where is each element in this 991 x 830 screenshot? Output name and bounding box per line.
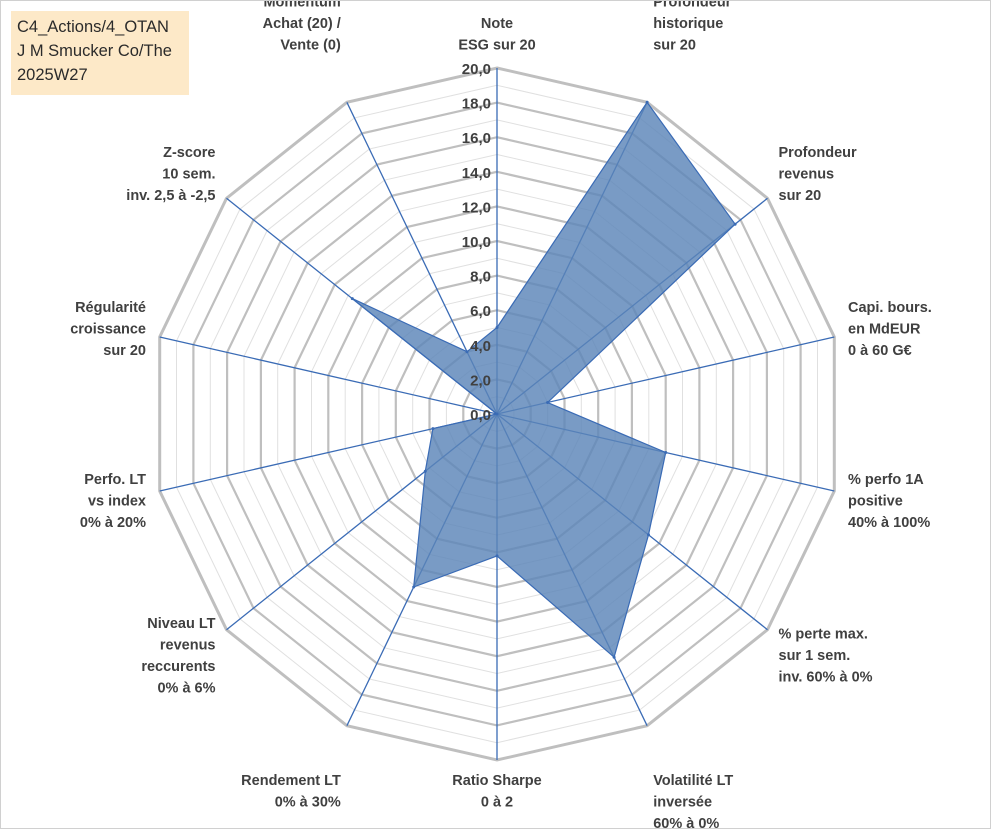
axis-label: Rendement LT 0% à 30% bbox=[241, 773, 341, 811]
data-point bbox=[664, 451, 668, 454]
data-point bbox=[495, 412, 499, 416]
data-point bbox=[423, 469, 427, 473]
axis-label: Niveau LT revenus reccurents 0% à 6% bbox=[141, 616, 215, 697]
data-point bbox=[431, 427, 435, 431]
axis-label: Momentum Achat (20) / Vente (0) bbox=[263, 1, 341, 54]
data-point bbox=[733, 222, 737, 226]
title-line-3: 2025W27 bbox=[17, 66, 88, 84]
axis-label: Régularité croissance sur 20 bbox=[70, 300, 146, 359]
chart-title-box: C4_Actions/4_OTAN J M Smucker Co/The 202… bbox=[11, 11, 189, 95]
r-tick-label: 16,0 bbox=[462, 130, 491, 147]
r-tick-label: 6,0 bbox=[470, 303, 491, 320]
data-point bbox=[412, 585, 416, 589]
r-tick-label: 20,0 bbox=[462, 61, 491, 78]
axis-spoke bbox=[159, 336, 498, 415]
axis-label: Volatilité LT inversée 60% à 0% bbox=[653, 773, 733, 830]
axis-label: Capi. bours. en MdEUR 0 à 60 G€ bbox=[848, 300, 932, 359]
title-line-2: J M Smucker Co/The bbox=[17, 42, 172, 60]
axis-label: Note ESG sur 20 bbox=[458, 16, 535, 54]
axis-label: Profondeur historique sur 20 bbox=[653, 1, 731, 54]
r-tick-label: 14,0 bbox=[462, 165, 491, 182]
r-tick-label: 0,0 bbox=[470, 407, 491, 424]
data-point bbox=[495, 554, 499, 558]
r-tick-label: 18,0 bbox=[462, 96, 491, 113]
r-tick-label: 2,0 bbox=[470, 372, 491, 389]
data-point bbox=[647, 533, 650, 537]
axis-label: Profondeur revenus sur 20 bbox=[779, 145, 857, 204]
r-tick-label: 10,0 bbox=[462, 234, 491, 251]
axis-label: % perte max. sur 1 sem. inv. 60% à 0% bbox=[779, 627, 873, 686]
data-point bbox=[495, 326, 499, 329]
title-line-1: C4_Actions/4_OTAN bbox=[17, 18, 169, 36]
data-point bbox=[612, 655, 616, 659]
r-tick-label: 4,0 bbox=[470, 338, 491, 355]
r-tick-label: 8,0 bbox=[470, 269, 491, 286]
data-point bbox=[350, 297, 354, 301]
data-point bbox=[546, 401, 550, 404]
axis-label: % perfo 1A positive 40% à 100% bbox=[848, 472, 930, 531]
axis-label: Ratio Sharpe 0 à 2 bbox=[452, 773, 541, 811]
data-point bbox=[645, 100, 649, 104]
axis-label: Perfo. LT vs index 0% à 20% bbox=[80, 472, 146, 531]
data-area bbox=[351, 101, 736, 659]
axis-label: Z-score 10 sem. inv. 2,5 à -2,5 bbox=[126, 145, 215, 204]
data-point bbox=[465, 350, 469, 354]
axis-spoke bbox=[496, 336, 835, 415]
r-tick-label: 12,0 bbox=[462, 199, 491, 216]
